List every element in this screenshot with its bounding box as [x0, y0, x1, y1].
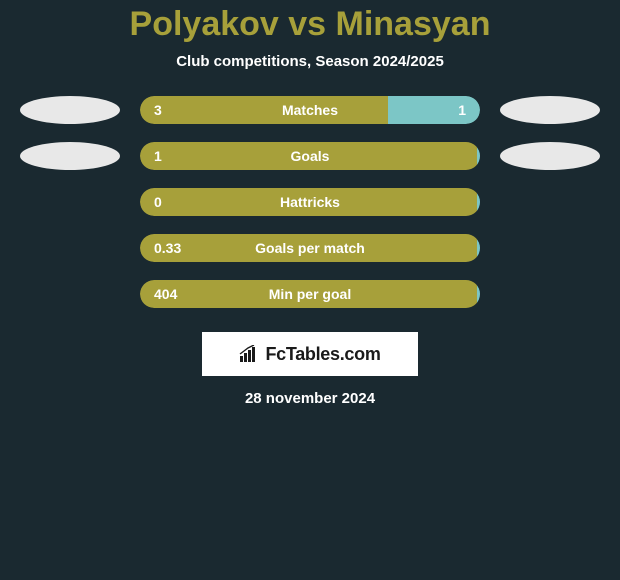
bar-label: Matches: [140, 102, 480, 118]
stat-row: 404Min per goal: [20, 280, 600, 308]
stat-row: 1Goals: [20, 142, 600, 170]
date-label: 28 november 2024: [245, 390, 375, 407]
bar-label: Goals: [140, 148, 480, 164]
stat-bar: 0Hattricks: [140, 188, 480, 216]
stat-bar: 0.33Goals per match: [140, 234, 480, 262]
avatar-right: [500, 142, 600, 170]
bar-label: Min per goal: [140, 286, 480, 302]
stat-bar: 3Matches1: [140, 96, 480, 124]
stat-bar: 1Goals: [140, 142, 480, 170]
chart-icon: [239, 345, 259, 363]
brand-badge: FcTables.com: [202, 332, 418, 376]
avatar-left: [20, 142, 120, 170]
stats-container: 3Matches11Goals0Hattricks0.33Goals per m…: [20, 96, 600, 326]
avatar-right: [500, 96, 600, 124]
bar-label: Goals per match: [140, 240, 480, 256]
stat-bar: 404Min per goal: [140, 280, 480, 308]
bar-value-right: 1: [458, 102, 466, 118]
bar-label: Hattricks: [140, 194, 480, 210]
page-title: Polyakov vs Minasyan: [130, 6, 491, 43]
page-subtitle: Club competitions, Season 2024/2025: [176, 53, 444, 70]
brand-text: FcTables.com: [265, 344, 380, 365]
stat-row: 0Hattricks: [20, 188, 600, 216]
stat-row: 3Matches1: [20, 96, 600, 124]
stat-row: 0.33Goals per match: [20, 234, 600, 262]
avatar-left: [20, 96, 120, 124]
